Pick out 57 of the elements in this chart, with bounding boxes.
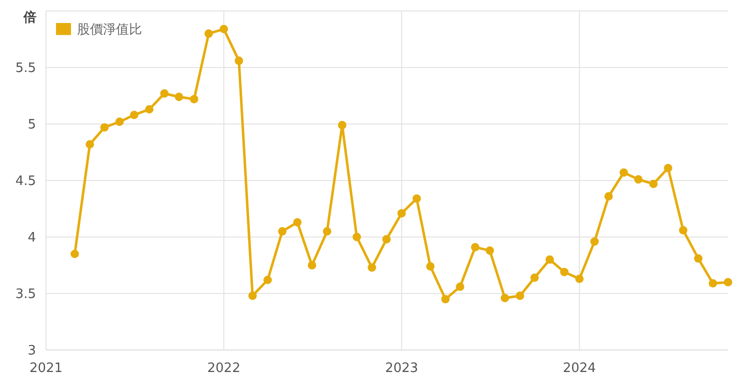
point [620, 168, 628, 177]
point [352, 232, 361, 242]
point [263, 276, 272, 284]
point [724, 278, 732, 286]
point [204, 29, 213, 38]
y-tick-label: 5.5 [15, 61, 36, 76]
point [412, 194, 421, 203]
point [516, 292, 524, 300]
point [441, 294, 450, 304]
point [456, 282, 464, 291]
point [590, 237, 599, 246]
point [115, 118, 124, 126]
point [486, 246, 494, 255]
y-tick-label: 3 [28, 344, 36, 359]
point [160, 89, 169, 98]
y-tick-label: 3.5 [15, 287, 36, 302]
x-tick-label: 2021 [29, 361, 63, 376]
point [397, 209, 406, 218]
point [86, 140, 94, 149]
x-tick-label: 2024 [562, 361, 596, 376]
y-tick-label: 4 [28, 230, 36, 246]
point [575, 274, 584, 284]
point [500, 294, 510, 302]
x-tick-label: 2023 [385, 361, 418, 376]
legend-label: 股價淨值比 [77, 22, 142, 38]
point [70, 250, 79, 258]
y-axis-title: 倍 [22, 10, 36, 26]
point [293, 218, 302, 227]
point [338, 120, 346, 130]
point [190, 94, 198, 104]
point [664, 164, 672, 172]
point [546, 255, 554, 264]
point [234, 56, 244, 65]
y-tick-label: 4.5 [15, 174, 36, 190]
point [220, 24, 228, 34]
point [382, 235, 391, 244]
point [368, 263, 376, 272]
point [634, 175, 643, 184]
point [604, 192, 613, 201]
point [174, 92, 184, 102]
point [694, 254, 702, 263]
point [248, 292, 257, 300]
point [308, 261, 316, 270]
point [100, 123, 109, 132]
point [560, 268, 569, 276]
point [678, 226, 688, 234]
point [130, 110, 138, 120]
point [145, 105, 154, 114]
point [322, 227, 332, 236]
point [530, 273, 539, 282]
point [470, 242, 480, 252]
x-tick-label: 2022 [207, 361, 240, 376]
point [649, 180, 658, 188]
point [708, 279, 718, 288]
point [278, 227, 286, 236]
y-tick-label: 5 [28, 118, 36, 133]
point [426, 262, 435, 271]
